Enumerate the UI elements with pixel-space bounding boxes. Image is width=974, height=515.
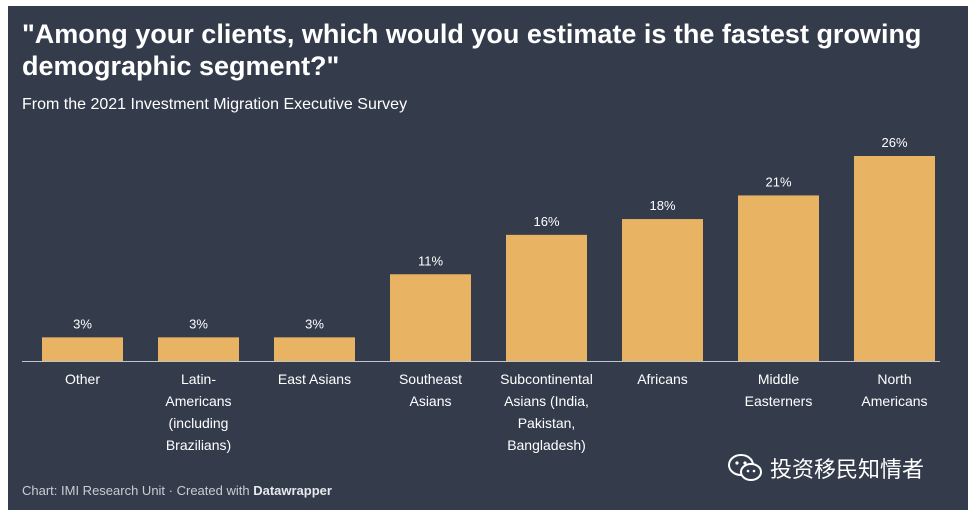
wechat-icon [728,454,762,481]
category-label-3: Southeast Asians [399,371,462,409]
bar-5 [622,219,703,361]
bar-2 [274,337,355,361]
bar-0 [42,337,123,361]
bar-4 [506,234,587,361]
bar-1 [158,337,239,361]
value-label-2: 3% [305,316,324,331]
watermark-text: 投资移民知情者 [770,457,925,482]
footer-source: Chart: IMI Research Unit · Created with [22,483,254,498]
watermark: 投资移民知情者 [728,452,924,484]
category-label-2: East Asians [278,371,351,387]
category-label-5: Africans [637,371,688,387]
category-label-0: Other [65,371,100,387]
category-label-1: Latin-Americans (including Brazilians) [165,371,231,453]
value-label-6: 21% [765,174,791,189]
value-label-5: 18% [649,198,675,213]
category-label-6: Middle Easterners [745,371,813,409]
chart-footer: Chart: IMI Research Unit · Created with … [22,483,332,498]
value-label-0: 3% [73,316,92,331]
footer-brand[interactable]: Datawrapper [253,483,332,498]
category-label-7: North Americans [861,371,927,409]
value-label-7: 26% [881,135,907,150]
bar-6 [738,195,819,361]
value-label-3: 11% [418,253,443,268]
bar-3 [390,274,471,361]
chart-subtitle: From the 2021 Investment Migration Execu… [22,96,408,113]
category-label-4: Subcontinental Asians (India, Pakistan, Ban… [500,371,593,453]
value-label-1: 3% [189,316,208,331]
bar-7 [854,156,935,361]
value-label-4: 16% [533,214,559,229]
chart-title: "Among your clients, which would you est… [22,19,922,81]
